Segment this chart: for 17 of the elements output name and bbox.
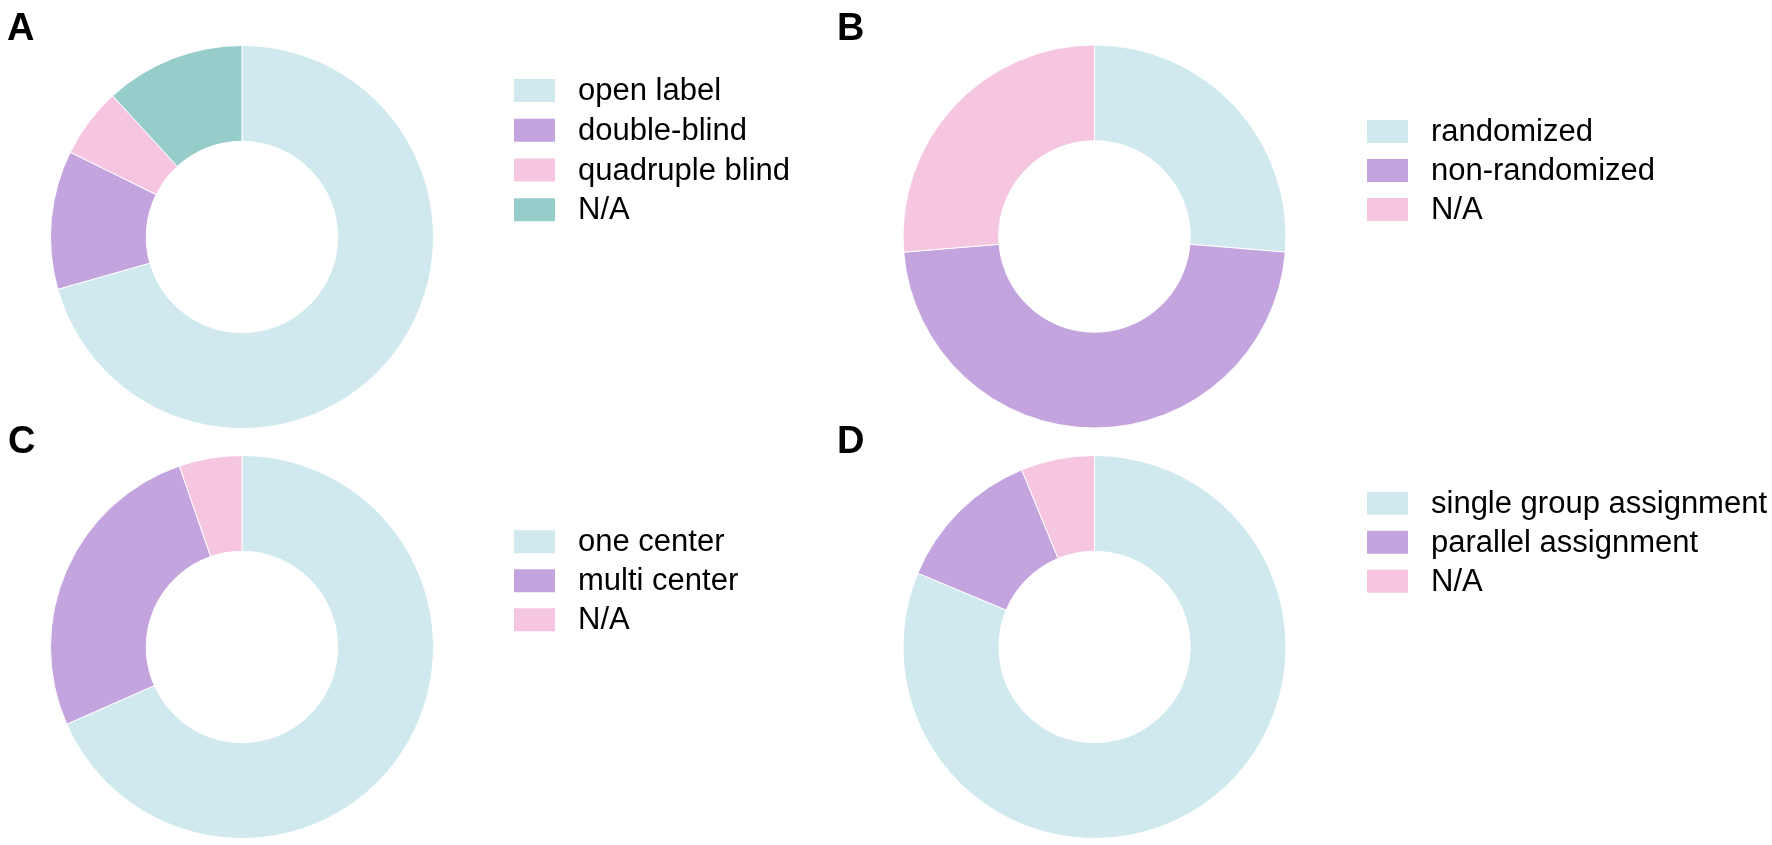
legend-label: N/A (1431, 562, 1483, 598)
legend-label: quadruple blind (578, 151, 791, 187)
legend-label: N/A (578, 191, 630, 227)
legend-label: double-blind (578, 111, 747, 147)
chart-title: C (8, 419, 36, 461)
legend-label: open label (578, 72, 722, 108)
chart-title: A (7, 6, 35, 48)
legend-label: non-randomized (1431, 151, 1656, 187)
legend-label: randomized (1431, 112, 1593, 148)
legend-label: single group assignment (1431, 484, 1768, 520)
chart-title: D (837, 419, 865, 461)
legend-label: parallel assignment (1431, 523, 1699, 559)
legend-label: N/A (578, 601, 630, 637)
legend-label: one center (578, 523, 725, 559)
legend-label: N/A (1431, 190, 1483, 226)
legend-label: multi center (578, 562, 739, 598)
chart-title: B (837, 6, 865, 48)
